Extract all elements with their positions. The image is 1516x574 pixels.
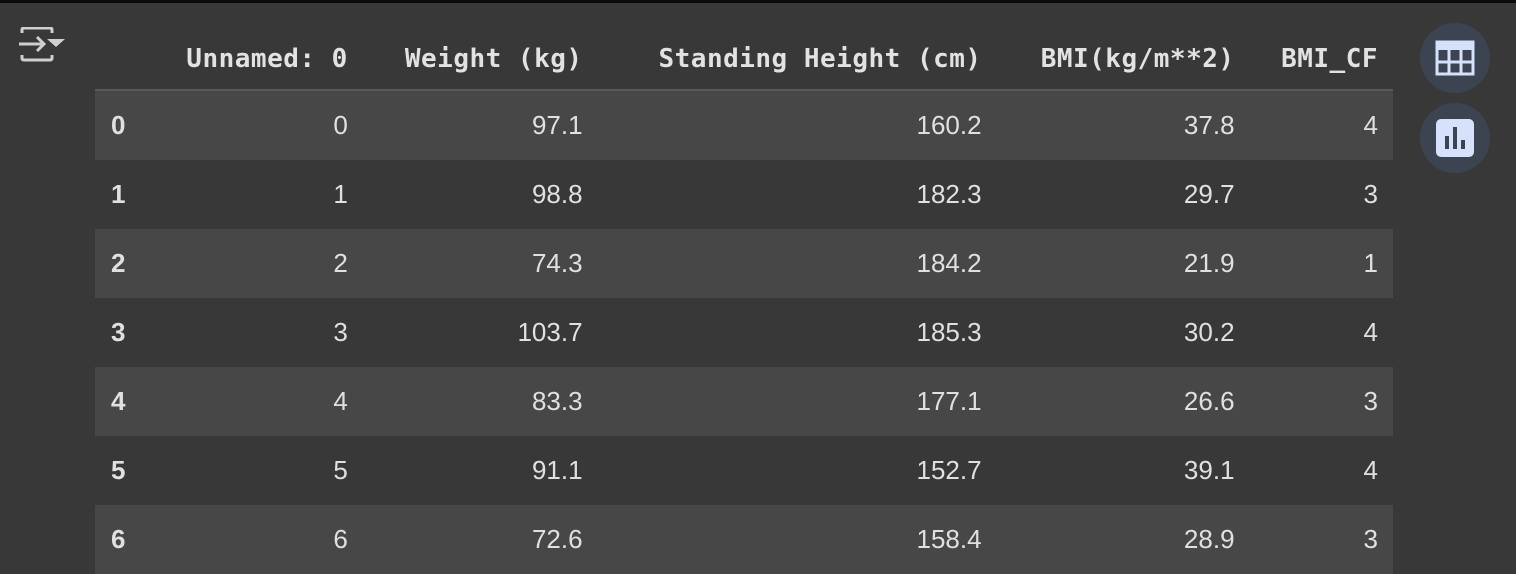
table-cell: 21.9 [1183,248,1235,278]
row-index: 6 [111,524,126,554]
table-cell: 4 [1363,110,1378,140]
filter-icon [19,26,65,62]
table-cell: 158.4 [916,524,982,554]
column-header: Standing Height (cm) [597,29,997,91]
table-cell: 3 [1363,179,1378,209]
table-icon [1435,40,1475,76]
table-header-row: Unnamed: 0 Weight (kg) Standing Height (cm… [95,29,1393,91]
table-cell: 98.8 [531,179,583,209]
table-cell: 5 [333,455,348,485]
table-cell: 1 [333,179,348,209]
table-cell: 28.9 [1183,524,1235,554]
dataframe-table: Unnamed: 0 Weight (kg) Standing Height (cm… [95,29,1393,574]
table-cell: 4 [333,386,348,416]
table-cell: 1 [1363,248,1378,278]
table-cell: 160.2 [916,110,982,140]
column-header: BMI(kg/m**2) [996,29,1250,91]
table-cell: 152.7 [916,455,982,485]
table-row: 1 1 98.8 182.3 29.7 3 [95,160,1393,229]
column-header: Unnamed: 0 [146,29,363,91]
table-row: 6 6 72.6 158.4 28.9 3 [95,505,1393,574]
table-cell: 0 [333,110,348,140]
index-header [95,29,147,91]
suggest-charts-button[interactable] [1420,103,1490,173]
table-cell: 184.2 [916,248,982,278]
table-cell: 4 [1363,455,1378,485]
column-header: BMI_CF [1249,29,1393,91]
table-cell: 6 [333,524,348,554]
table-cell: 83.3 [531,386,583,416]
table-cell: 29.7 [1183,179,1235,209]
table-cell: 2 [333,248,348,278]
table-row: 5 5 91.1 152.7 39.1 4 [95,436,1393,505]
table-cell: 30.2 [1183,317,1235,347]
convert-to-table-button[interactable] [1420,23,1490,93]
table-row: 3 3 103.7 185.3 30.2 4 [95,298,1393,367]
table-cell: 185.3 [916,317,982,347]
table-row: 4 4 83.3 177.1 26.6 3 [95,367,1393,436]
table-row: 2 2 74.3 184.2 21.9 1 [95,229,1393,298]
table-row: 0 0 97.1 160.2 37.8 4 [95,90,1393,160]
row-index: 4 [111,386,126,416]
row-index: 3 [111,317,126,347]
table-cell: 37.8 [1183,110,1235,140]
table-cell: 26.6 [1183,386,1235,416]
table-cell: 39.1 [1183,455,1235,485]
row-index: 2 [111,248,126,278]
table-cell: 74.3 [531,248,583,278]
bar-chart-icon [1436,119,1474,157]
table-cell: 72.6 [531,524,583,554]
table-cell: 3 [1363,524,1378,554]
row-index: 5 [111,455,126,485]
table-cell: 182.3 [916,179,982,209]
table-cell: 91.1 [531,455,583,485]
table-cell: 4 [1363,317,1378,347]
table-cell: 103.7 [517,317,583,347]
column-header: Weight (kg) [362,29,598,91]
row-index: 0 [111,110,126,140]
table-cell: 3 [1363,386,1378,416]
filter-button[interactable] [18,26,68,67]
row-index: 1 [111,179,126,209]
table-cell: 3 [333,317,348,347]
table-cell: 177.1 [916,386,982,416]
table-cell: 97.1 [531,110,583,140]
